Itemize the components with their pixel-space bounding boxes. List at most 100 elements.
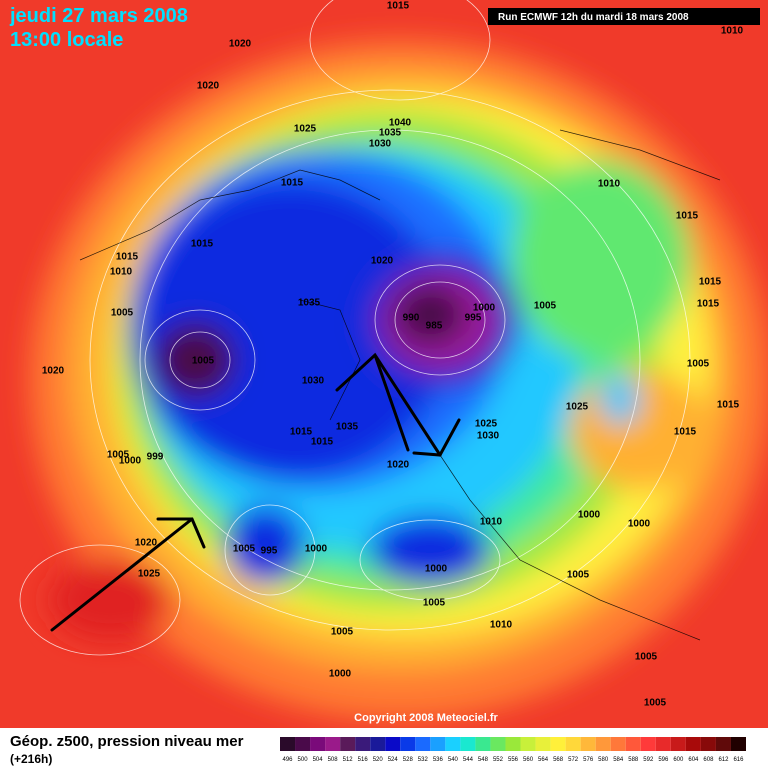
colorbar-label: 580 (598, 757, 609, 763)
isobar-label: 990 (403, 313, 420, 324)
lead-time: (+216h) (10, 752, 52, 766)
colorbar-label: 544 (463, 757, 474, 763)
colorbar-swatch (535, 737, 551, 751)
isobar-label: 1005 (111, 308, 134, 319)
isobar-label: 1000 (425, 564, 448, 575)
colorbar-label: 608 (703, 757, 714, 763)
colorbar-swatch (610, 737, 626, 751)
colorbar-swatch (700, 737, 716, 751)
date: jeudi 27 mars 2008 (9, 5, 188, 27)
colorbar-label: 556 (508, 757, 519, 763)
colorbar-swatch (295, 737, 311, 751)
isobar-label: 1005 (423, 598, 446, 609)
colorbar-label: 576 (583, 757, 594, 763)
colorbar-swatch (355, 737, 371, 751)
isobar-label: 1005 (331, 627, 354, 638)
colorbar-label: 528 (403, 757, 414, 763)
colorbar-swatch (625, 737, 641, 751)
isobar-label: 1015 (191, 239, 214, 250)
colorbar-swatch (580, 737, 596, 751)
isobar-label: 1025 (294, 124, 317, 135)
colorbar-label: 584 (613, 757, 624, 763)
isobar-label: 1020 (371, 256, 394, 267)
colorbar-label: 532 (418, 757, 429, 763)
colorbar-swatch (370, 737, 386, 751)
isobar-label: 1035 (298, 298, 321, 309)
colorbar-swatch (565, 737, 581, 751)
colorbar-swatch (385, 737, 401, 751)
isobar-label: 1015 (717, 400, 740, 411)
isobar-label: 1010 (598, 179, 621, 190)
run-box (488, 8, 760, 25)
isobar-label: 1015 (699, 277, 722, 288)
legend-title: Géop. z500, pression niveau mer (10, 733, 244, 750)
isobar-label: 995 (465, 313, 482, 324)
isobar-label: 1000 (119, 456, 142, 467)
colorbar: 496 500 504 508 512 516 520 524 528 532 536 540 544 5… (280, 737, 746, 763)
isobar-label: 1005 (687, 359, 710, 370)
isobar-label: 1015 (311, 437, 334, 448)
colorbar-swatch (490, 737, 506, 751)
colorbar-swatch (550, 737, 566, 751)
isobar-label: 1030 (369, 139, 392, 150)
isobar-label: 1020 (135, 538, 158, 549)
colorbar-swatch (280, 737, 296, 751)
isobar-label: 1020 (229, 39, 252, 50)
isobar-label: 1015 (387, 1, 410, 12)
colorbar-label: 572 (568, 757, 579, 763)
colorbar-swatch (730, 737, 746, 751)
isobar-label: 1005 (192, 356, 215, 367)
colorbar-label: 540 (448, 757, 459, 763)
isobar-label: 1015 (676, 211, 699, 222)
isobar-label: 1020 (387, 460, 410, 471)
colorbar-label: 588 (628, 757, 639, 763)
isobar-label: 1010 (480, 517, 503, 528)
colorbar-swatch (340, 737, 356, 751)
isobar-label: 995 (261, 546, 278, 557)
isobar-label: 1005 (534, 301, 557, 312)
colorbar-label: 568 (553, 757, 564, 763)
colorbar-swatch (685, 737, 701, 751)
isobar-label: 1040 (389, 118, 412, 129)
colorbar-swatch (460, 737, 476, 751)
isobar-label: 1000 (473, 303, 496, 314)
isobar-label: 1000 (305, 544, 328, 555)
isobar-label: 1000 (329, 669, 352, 680)
time: 13:00 locale (10, 29, 123, 51)
isobar-label: 1030 (477, 431, 500, 442)
isobar-label: 1020 (42, 366, 65, 377)
isobar-label: 1010 (721, 26, 744, 37)
isobar-label: 1020 (197, 81, 220, 92)
colorbar-swatch (520, 737, 536, 751)
isobar-label: 1015 (281, 178, 304, 189)
isobar-label: 1025 (475, 419, 498, 430)
colorbar-label: 496 (283, 757, 294, 763)
colorbar-swatch (415, 737, 431, 751)
colorbar-swatch (325, 737, 341, 751)
isobar-label: 1015 (116, 252, 139, 263)
colorbar-label: 564 (538, 757, 549, 763)
isobar-label: 1005 (635, 652, 658, 663)
colorbar-label: 512 (343, 757, 354, 763)
colorbar-label: 552 (493, 757, 504, 763)
colorbar-label: 504 (313, 757, 324, 763)
colorbar-swatch (505, 737, 521, 751)
isobar-label: 1005 (644, 698, 667, 709)
colorbar-label: 524 (388, 757, 399, 763)
isobar-label: 1005 (233, 544, 256, 555)
colorbar-label: 596 (658, 757, 669, 763)
isobar-label: 1015 (697, 299, 720, 310)
colorbar-swatch (310, 737, 326, 751)
colorbar-label: 520 (373, 757, 384, 763)
copyright: Copyright 2008 Meteociel.fr (354, 712, 498, 724)
colorbar-label: 548 (478, 757, 489, 763)
isobar-label: 1000 (628, 519, 651, 530)
isobar-label: 1025 (566, 402, 589, 413)
colorbar-swatch (445, 737, 461, 751)
colorbar-label: 604 (688, 757, 699, 763)
colorbar-label: 592 (643, 757, 654, 763)
isobar-label: 1015 (290, 427, 313, 438)
isobar-label: 1030 (302, 376, 325, 387)
